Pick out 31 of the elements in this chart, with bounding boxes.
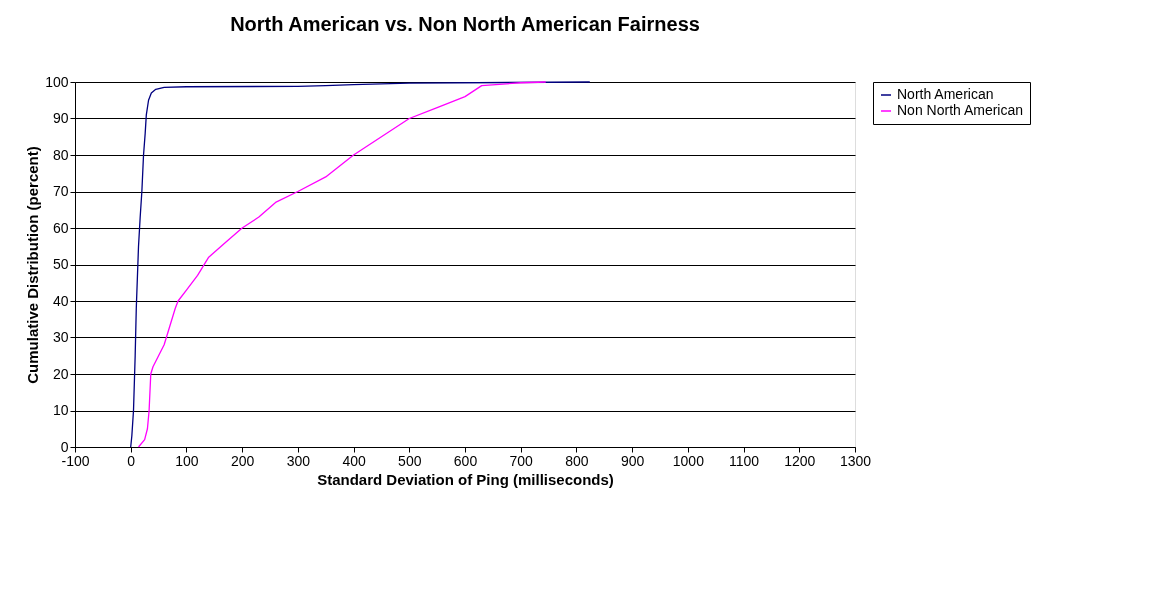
y-tick-label: 20 [52,365,69,382]
x-tick-label: 700 [509,452,534,469]
x-tick-label: 400 [342,452,366,469]
legend-label: North American [897,86,994,102]
x-tick-label: 1300 [839,452,872,469]
y-axis-title: Cumulative Distribution (percent) [24,146,42,384]
x-tick-label: 0 [127,452,136,469]
x-tick-label: 100 [175,452,199,469]
y-tick-label: 60 [52,219,69,236]
x-tick-label: 500 [398,452,422,469]
y-tick-label: 30 [52,329,69,345]
x-tick-label: -100 [61,452,90,469]
y-tick-label: 90 [52,110,69,126]
x-tick-label: 300 [286,452,311,469]
y-tick-label: 10 [52,402,69,418]
legend-label: Non North American [897,102,1024,118]
x-tick-label: 600 [453,452,478,469]
y-tick-label: 0 [60,438,69,455]
y-tick-label: 100 [45,73,69,90]
y-tick-label: 80 [52,146,69,163]
x-axis-title: Standard Deviation of Ping (milliseconds) [317,470,614,488]
y-tick-label: 40 [52,292,69,309]
x-tick-label: 800 [565,452,589,469]
y-tick-label: 50 [52,256,69,272]
x-tick-label: 900 [620,452,645,469]
x-tick-label: 1200 [784,452,816,469]
x-tick-label: 1100 [729,452,760,469]
y-tick-label: 70 [52,183,69,199]
x-tick-label: 200 [230,452,255,469]
x-tick-label: 1000 [672,452,705,469]
chart-title: North American vs. Non North American Fairness [230,13,700,35]
